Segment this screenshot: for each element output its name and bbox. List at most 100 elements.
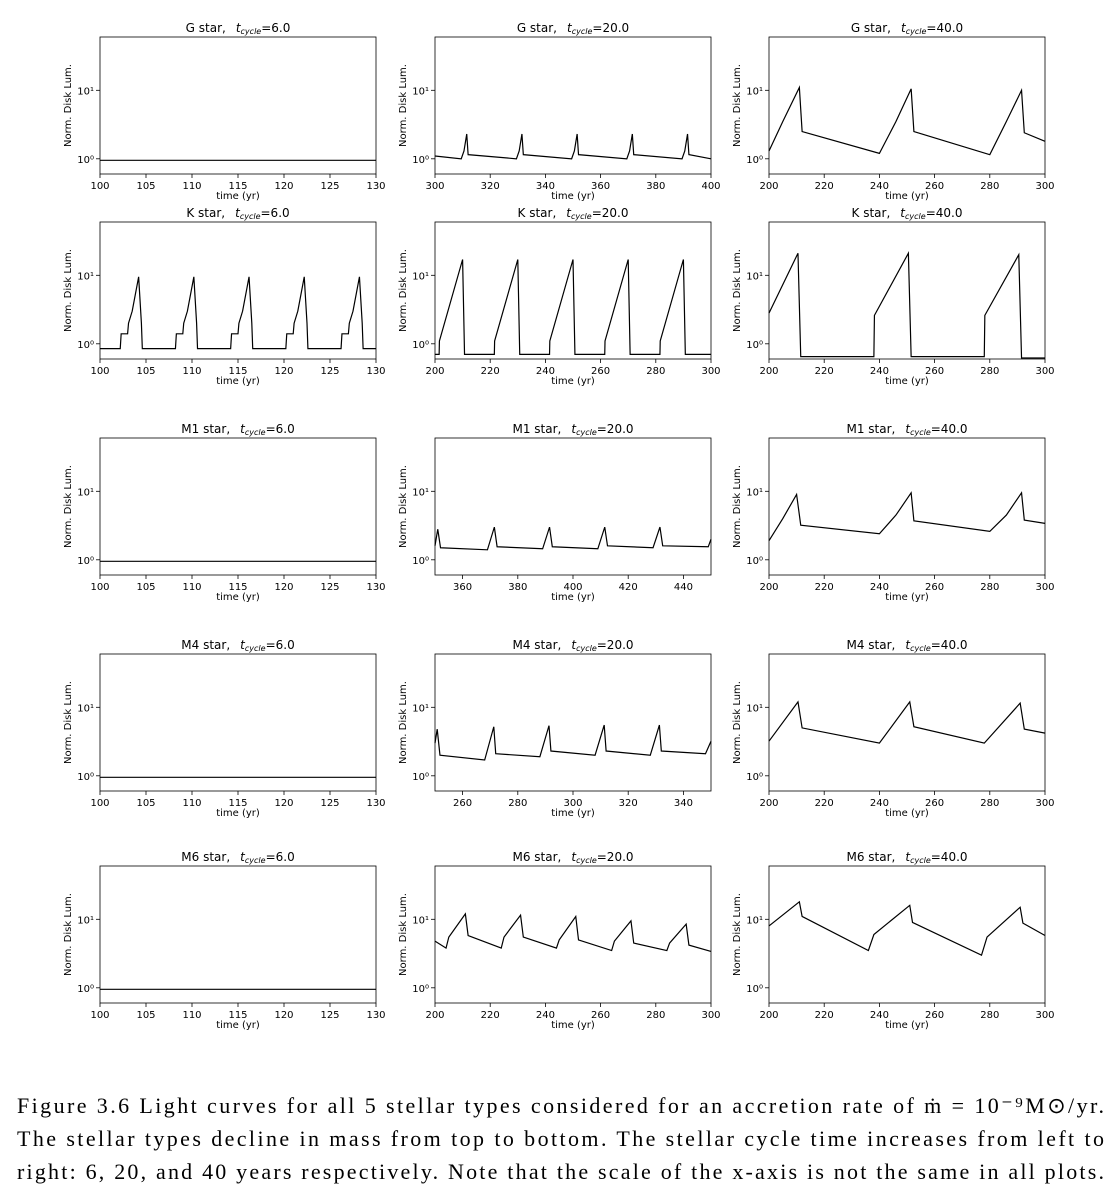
- title-symbol: t: [571, 422, 577, 436]
- x-tick-label: 120: [274, 181, 293, 192]
- x-axis-label: time (yr): [216, 191, 260, 202]
- light-curve: [768, 85, 1046, 156]
- y-tick-label: 10⁰: [746, 155, 763, 166]
- title-star: K star,: [518, 206, 557, 220]
- panel: M1 star, tcycle=40.0 200 220 240 260 280 300 10⁰…: [732, 422, 1055, 603]
- title-symbol: t: [240, 422, 246, 436]
- panel-title: G star, tcycle=20.0: [517, 21, 629, 36]
- title-value: =40.0: [931, 422, 968, 436]
- x-axis-label: time (yr): [885, 191, 929, 202]
- x-tick-label: 340: [674, 798, 693, 809]
- title-value: =40.0: [931, 638, 968, 652]
- plot-frame: [99, 36, 377, 175]
- title-symbol: t: [566, 206, 572, 220]
- y-axis-label: Norm. Disk Lum.: [63, 64, 74, 147]
- x-tick-label: 280: [980, 366, 999, 377]
- title-star: M1 star,: [512, 422, 561, 436]
- x-tick-label: 100: [90, 1010, 109, 1021]
- y-axis-label: Norm. Disk Lum.: [398, 465, 409, 548]
- x-tick-label: 100: [90, 181, 109, 192]
- y-axis-label: Norm. Disk Lum.: [732, 465, 743, 548]
- y-tick-label: 10¹: [746, 271, 763, 282]
- light-curve: [434, 526, 712, 551]
- x-tick-label: 260: [925, 798, 944, 809]
- x-tick-label: 200: [759, 582, 778, 593]
- x-tick-label: 300: [563, 798, 582, 809]
- title-star: K star,: [186, 206, 225, 220]
- plot-frame: [768, 36, 1046, 175]
- panel-title: K star, tcycle=6.0: [186, 206, 289, 221]
- y-tick-label: 10⁰: [412, 984, 429, 995]
- x-tick-label: 260: [591, 1010, 610, 1021]
- plot-frame: [768, 653, 1046, 792]
- panel: K star, tcycle=20.0 200 220 240 260 280 300 10⁰ 1…: [398, 206, 721, 387]
- title-subscript: cycle: [576, 428, 597, 437]
- x-tick-label: 130: [366, 1010, 385, 1021]
- title-value: =40.0: [926, 21, 963, 35]
- x-tick-label: 200: [425, 1010, 444, 1021]
- x-tick-label: 240: [870, 798, 889, 809]
- x-tick-label: 260: [925, 366, 944, 377]
- x-tick-label: 280: [980, 798, 999, 809]
- title-value: =20.0: [597, 422, 634, 436]
- x-tick-label: 110: [182, 181, 201, 192]
- title-star: M4 star,: [181, 638, 230, 652]
- title-symbol: t: [571, 850, 577, 864]
- x-axis-label: time (yr): [551, 592, 595, 603]
- title-star: M1 star,: [181, 422, 230, 436]
- title-symbol: t: [240, 850, 246, 864]
- panel: M4 star, tcycle=20.0 260 280 300 320 340 10⁰ 10¹…: [398, 638, 712, 819]
- x-tick-label: 130: [366, 798, 385, 809]
- y-tick-label: 10¹: [746, 487, 763, 498]
- title-symbol: t: [240, 638, 246, 652]
- title-star: G star,: [186, 21, 226, 35]
- x-tick-label: 320: [619, 798, 638, 809]
- x-tick-label: 300: [701, 1010, 720, 1021]
- x-tick-label: 120: [274, 582, 293, 593]
- x-tick-label: 260: [925, 582, 944, 593]
- plot-frame: [768, 437, 1046, 576]
- panel: M4 star, tcycle=40.0 200 220 240 260 280 300 10⁰…: [732, 638, 1055, 819]
- x-tick-label: 105: [136, 582, 155, 593]
- y-tick-label: 10¹: [412, 487, 429, 498]
- x-tick-label: 280: [646, 366, 665, 377]
- y-tick-label: 10¹: [77, 915, 94, 926]
- panel-title: M1 star, tcycle=6.0: [181, 422, 294, 437]
- x-tick-label: 100: [90, 582, 109, 593]
- light-curve: [100, 276, 376, 350]
- y-tick-label: 10⁰: [746, 556, 763, 567]
- panel-title: M6 star, tcycle=20.0: [512, 850, 633, 865]
- x-tick-label: 200: [759, 1010, 778, 1021]
- title-subscript: cycle: [572, 27, 593, 36]
- title-subscript: cycle: [245, 428, 266, 437]
- panel-title: K star, tcycle=20.0: [518, 206, 629, 221]
- y-axis-label: Norm. Disk Lum.: [398, 681, 409, 764]
- y-axis-label: Norm. Disk Lum.: [732, 893, 743, 976]
- x-tick-label: 200: [759, 181, 778, 192]
- x-tick-label: 220: [815, 798, 834, 809]
- title-star: M1 star,: [846, 422, 895, 436]
- panel: G star, tcycle=20.0 300 320 340 360 380 400 10⁰ 1…: [398, 21, 721, 202]
- y-tick-label: 10⁰: [412, 772, 429, 783]
- y-tick-label: 10⁰: [77, 155, 94, 166]
- y-tick-label: 10⁰: [77, 772, 94, 783]
- y-axis-label: Norm. Disk Lum.: [398, 64, 409, 147]
- x-axis-label: time (yr): [551, 191, 595, 202]
- x-tick-label: 340: [536, 181, 555, 192]
- x-tick-label: 240: [870, 366, 889, 377]
- y-tick-label: 10⁰: [77, 556, 94, 567]
- y-axis-label: Norm. Disk Lum.: [63, 465, 74, 548]
- x-tick-label: 220: [815, 366, 834, 377]
- panel: M4 star, tcycle=6.0 100 105 110 115 120 125 130 1…: [63, 638, 386, 819]
- y-tick-label: 10¹: [746, 703, 763, 714]
- title-star: M6 star,: [181, 850, 230, 864]
- x-tick-label: 200: [759, 798, 778, 809]
- x-axis-label: time (yr): [216, 1020, 260, 1031]
- x-tick-label: 240: [870, 582, 889, 593]
- y-tick-label: 10⁰: [412, 155, 429, 166]
- y-tick-label: 10¹: [412, 271, 429, 282]
- x-tick-label: 125: [320, 798, 339, 809]
- y-tick-label: 10⁰: [746, 340, 763, 351]
- title-symbol: t: [905, 422, 911, 436]
